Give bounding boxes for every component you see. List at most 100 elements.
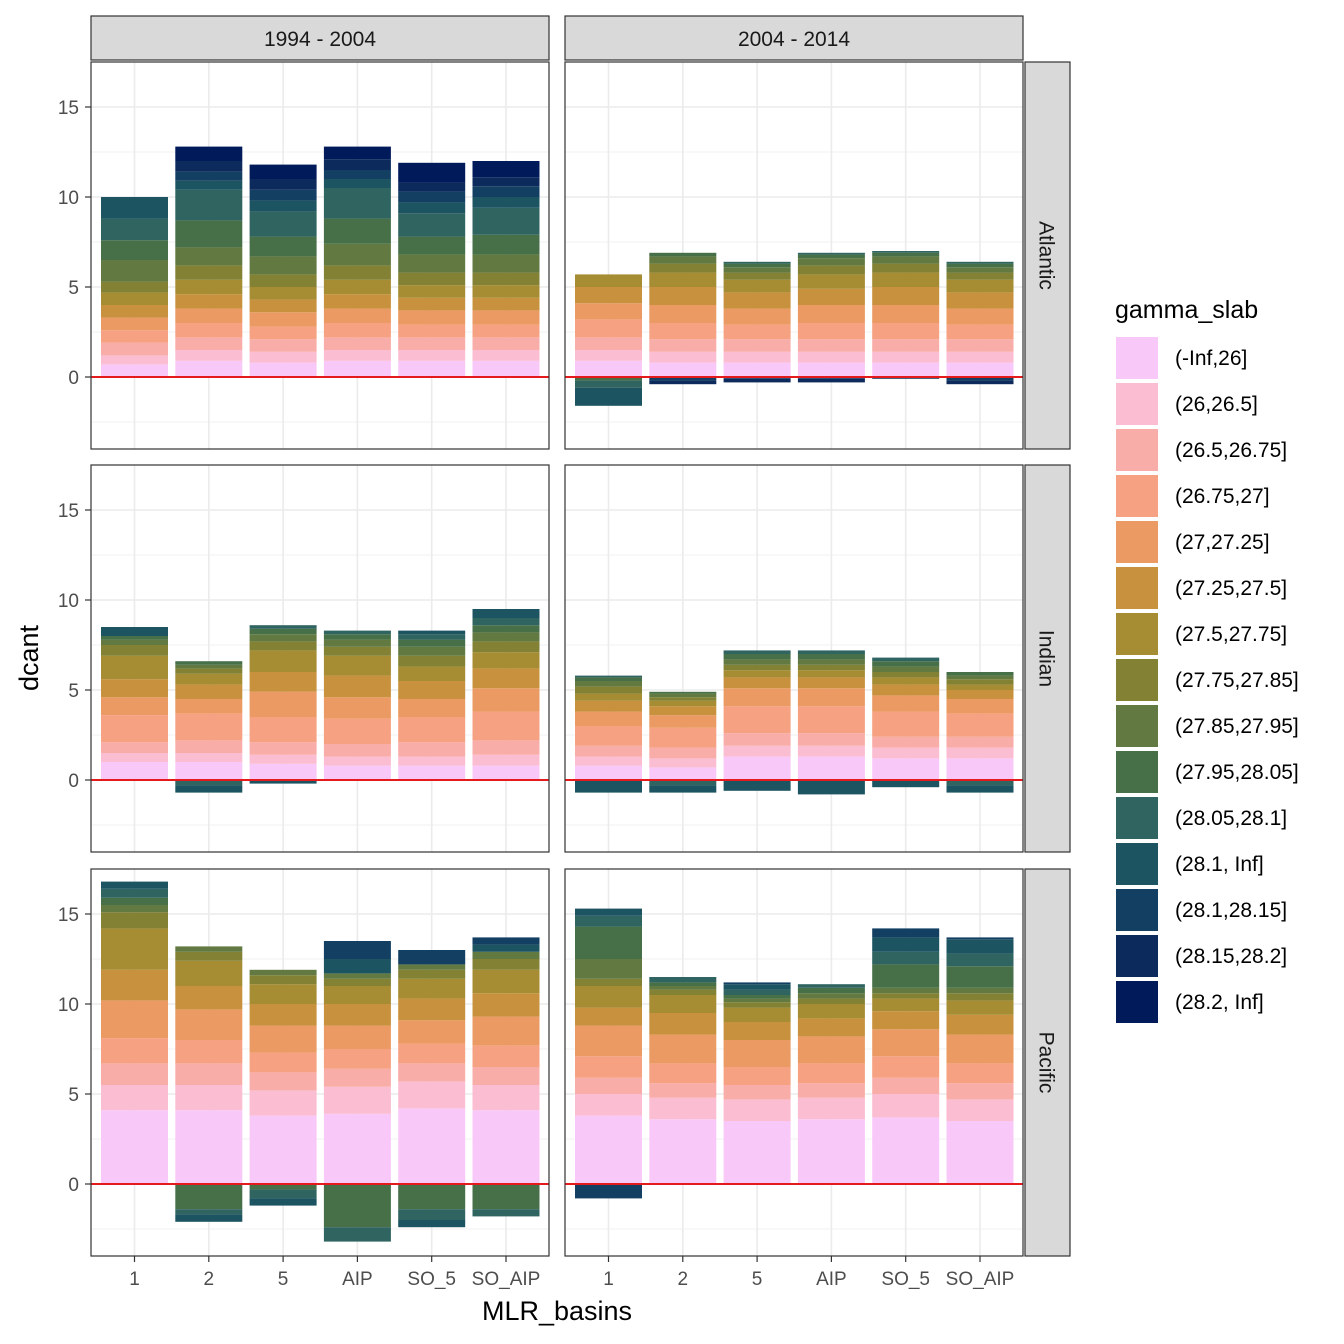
bar-segment-SO_AIP-8	[946, 987, 1014, 994]
bar-segment-5-3	[249, 1052, 317, 1073]
bar-segment-SO_AIP-3	[472, 324, 540, 338]
bar-segment-SO_AIP-1	[472, 754, 540, 766]
bar-segment-1-11	[575, 908, 642, 916]
bar-segment-SO_AIP-9	[472, 625, 540, 633]
bar-segment-5-8	[249, 256, 317, 275]
bar-segment-SO_AIP-1	[946, 351, 1014, 363]
bar-segment-SO_AIP-5	[472, 668, 540, 689]
bar-segment-SO_AIP-11	[946, 785, 1014, 793]
bar-segment-AIP-8	[797, 659, 865, 665]
bar-segment-SO_AIP-0	[946, 758, 1014, 780]
bar-segment-SO_AIP-0	[472, 360, 540, 377]
bar-segment-SO_AIP-0	[946, 362, 1014, 377]
bar-segment-AIP-2	[797, 733, 865, 746]
bar-segment-2-9	[649, 982, 717, 986]
bar-segment-SO_5-1	[398, 350, 466, 361]
bar-segment-SO_5-0	[398, 360, 466, 377]
bar-segment-SO_5-2	[398, 742, 466, 757]
bar-segment-AIP-6	[323, 986, 391, 1004]
bar-segment-SO_AIP-10	[946, 780, 1014, 786]
bar-segment-AIP-11	[323, 959, 391, 974]
bar-segment-AIP-2	[323, 744, 391, 757]
legend-swatch	[1116, 843, 1158, 885]
bar-segment-SO_5-3	[872, 323, 940, 340]
bar-segment-AIP-11	[323, 179, 391, 188]
panel-border	[90, 61, 550, 450]
y-tick-label: 10	[58, 188, 79, 209]
bar-segment-SO_AIP-7	[472, 641, 540, 653]
panel-0-0: 0 5 10 15	[58, 61, 550, 450]
bar-segment-1-3	[101, 1038, 168, 1064]
bar-segment-2-10	[175, 780, 243, 786]
bar-segment-1-1	[101, 355, 168, 365]
bar-segment-SO_AIP-9	[946, 966, 1014, 988]
bar-segment-SO_AIP-2	[946, 339, 1014, 352]
bar-segment-1-0	[101, 762, 168, 780]
bar-segment-SO_AIP-9	[946, 263, 1014, 268]
bar-segment-2-7	[175, 951, 243, 961]
bar-segment-2-2	[175, 740, 243, 753]
bar-segment-SO_AIP-10	[472, 1209, 540, 1217]
bar-segment-SO_AIP-3	[472, 711, 540, 741]
bar-segment-5-8	[723, 267, 791, 273]
bar-segment-SO_5-4	[872, 305, 940, 323]
bar-segment-AIP-3	[797, 1063, 865, 1084]
bar-segment-5-11	[249, 780, 317, 784]
bar-segment-SO_AIP-0	[472, 1110, 540, 1184]
bar-segment-AIP-14	[323, 146, 391, 160]
bar-segment-SO_5-9	[398, 1184, 466, 1210]
bar-segment-SO_AIP-9	[472, 234, 540, 255]
bar-segment-SO_AIP-1	[946, 1099, 1014, 1121]
bar-segment-2-9	[649, 691, 717, 694]
bar-segment-2-0	[649, 362, 717, 377]
legend-label: (28.1, Inf]	[1175, 853, 1264, 876]
panel-1-1	[564, 464, 1024, 853]
bar-segment-5-1	[723, 351, 791, 363]
bar-segment-5-9	[723, 995, 791, 999]
x-tick-label: 1	[129, 1269, 140, 1290]
y-tick-label: 0	[68, 1175, 79, 1196]
legend-label: (27.75,27.85]	[1175, 669, 1299, 692]
bar-segment-5-9	[723, 654, 791, 660]
bar-segment-2-2	[649, 1083, 717, 1098]
x-tick-label: SO_AIP	[946, 1269, 1015, 1290]
bar-segment-5-6	[723, 279, 791, 293]
bar-segment-AIP-4	[323, 1025, 391, 1049]
legend-swatch	[1116, 475, 1158, 517]
bar-segment-5-10	[249, 625, 317, 629]
bar-segment-1-5	[575, 700, 642, 712]
bar-segment-1-4	[575, 711, 642, 726]
bar-segment-5-3	[249, 326, 317, 340]
bar-segment-SO_5-6	[398, 666, 466, 681]
legend-label: (-Inf,26]	[1175, 347, 1247, 370]
bar-segment-5-10	[249, 1189, 317, 1199]
bar-segment-SO_5-6	[398, 285, 466, 298]
bar-segment-1-5	[101, 969, 168, 1001]
bar-segment-SO_5-0	[872, 362, 940, 377]
bar-segment-SO_AIP-5	[946, 292, 1014, 309]
bar-segment-AIP-6	[797, 670, 865, 678]
bar-segment-AIP-7	[797, 265, 865, 275]
bar-segment-SO_AIP-7	[472, 959, 540, 970]
bar-segment-AIP-12	[323, 941, 391, 959]
bar-segment-5-6	[723, 1007, 791, 1022]
bar-segment-2-1	[649, 351, 717, 363]
bar-segment-2-9	[175, 661, 243, 665]
bar-segment-SO_AIP-8	[472, 254, 540, 273]
bar-segment-2-1	[649, 1097, 717, 1120]
bar-segment-1-10	[101, 888, 168, 898]
bar-segment-5-7	[723, 272, 791, 280]
bar-segment-2-11	[649, 785, 717, 793]
facet-label-col-0: 1994 - 2004	[264, 28, 376, 51]
bar-segment-1-4	[101, 1000, 168, 1039]
bar-segment-5-0	[723, 756, 791, 780]
bar-segment-5-3	[723, 324, 791, 340]
legend-label: (28.1,28.15]	[1175, 899, 1287, 922]
bar-segment-1-8	[101, 639, 168, 645]
bar-segment-SO_AIP-3	[946, 324, 1014, 340]
bar-segment-AIP-4	[797, 305, 865, 323]
bar-segment-5-6	[249, 984, 317, 1004]
bar-segment-1-0	[575, 1115, 642, 1184]
bar-segment-AIP-6	[323, 279, 391, 295]
facet-strip-row-1	[1024, 464, 1071, 853]
